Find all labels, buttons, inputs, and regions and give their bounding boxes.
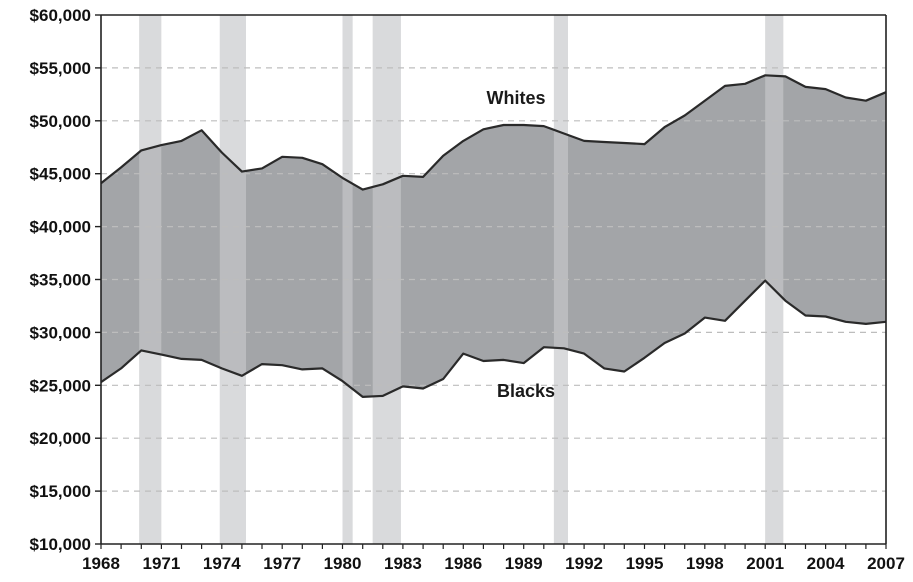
x-tick-label: 1992 xyxy=(565,554,603,573)
y-tick-label: $25,000 xyxy=(30,376,91,395)
y-tick-label: $55,000 xyxy=(30,59,91,78)
y-tick-label: $10,000 xyxy=(30,535,91,554)
income-gap-band xyxy=(101,75,886,397)
gap-area xyxy=(101,75,886,397)
series-label-whites: Whites xyxy=(486,88,545,108)
y-tick-label: $50,000 xyxy=(30,112,91,131)
x-tick-label: 2007 xyxy=(867,554,905,573)
x-tick-label: 1983 xyxy=(384,554,422,573)
axes xyxy=(100,14,887,545)
y-axis-ticks: $10,000 $15,000 $20,000 $25,000 $30,000 $35,0… xyxy=(30,6,101,554)
x-axis-ticks: 1968 1971 1974 1977 1980 1983 1986 1989 1992 1995… xyxy=(82,544,905,573)
y-tick-label: $20,000 xyxy=(30,429,91,448)
x-tick-label: 1998 xyxy=(686,554,724,573)
series-label-blacks: Blacks xyxy=(497,381,555,401)
series-lines xyxy=(100,74,887,398)
y-tick-label: $45,000 xyxy=(30,165,91,184)
y-tick-label: $40,000 xyxy=(30,218,91,237)
shaded-period xyxy=(553,15,568,544)
x-tick-label: 1986 xyxy=(444,554,482,573)
x-tick-label: 1971 xyxy=(142,554,180,573)
y-tick-label: $60,000 xyxy=(30,6,91,25)
blacks-line xyxy=(100,279,887,398)
whites-line xyxy=(100,74,887,191)
y-tick-label: $35,000 xyxy=(30,271,91,290)
gridlines xyxy=(101,67,886,492)
x-tick-label: 1968 xyxy=(82,554,120,573)
y-tick-label: $15,000 xyxy=(30,482,91,501)
y-tick-label: $30,000 xyxy=(30,323,91,342)
x-tick-label: 1995 xyxy=(626,554,664,573)
x-tick-label: 1974 xyxy=(203,554,241,573)
x-tick-label: 1989 xyxy=(505,554,543,573)
x-tick-label: 2001 xyxy=(746,554,784,573)
x-tick-label: 2004 xyxy=(807,554,845,573)
x-tick-label: 1980 xyxy=(324,554,362,573)
x-tick-label: 1977 xyxy=(263,554,301,573)
